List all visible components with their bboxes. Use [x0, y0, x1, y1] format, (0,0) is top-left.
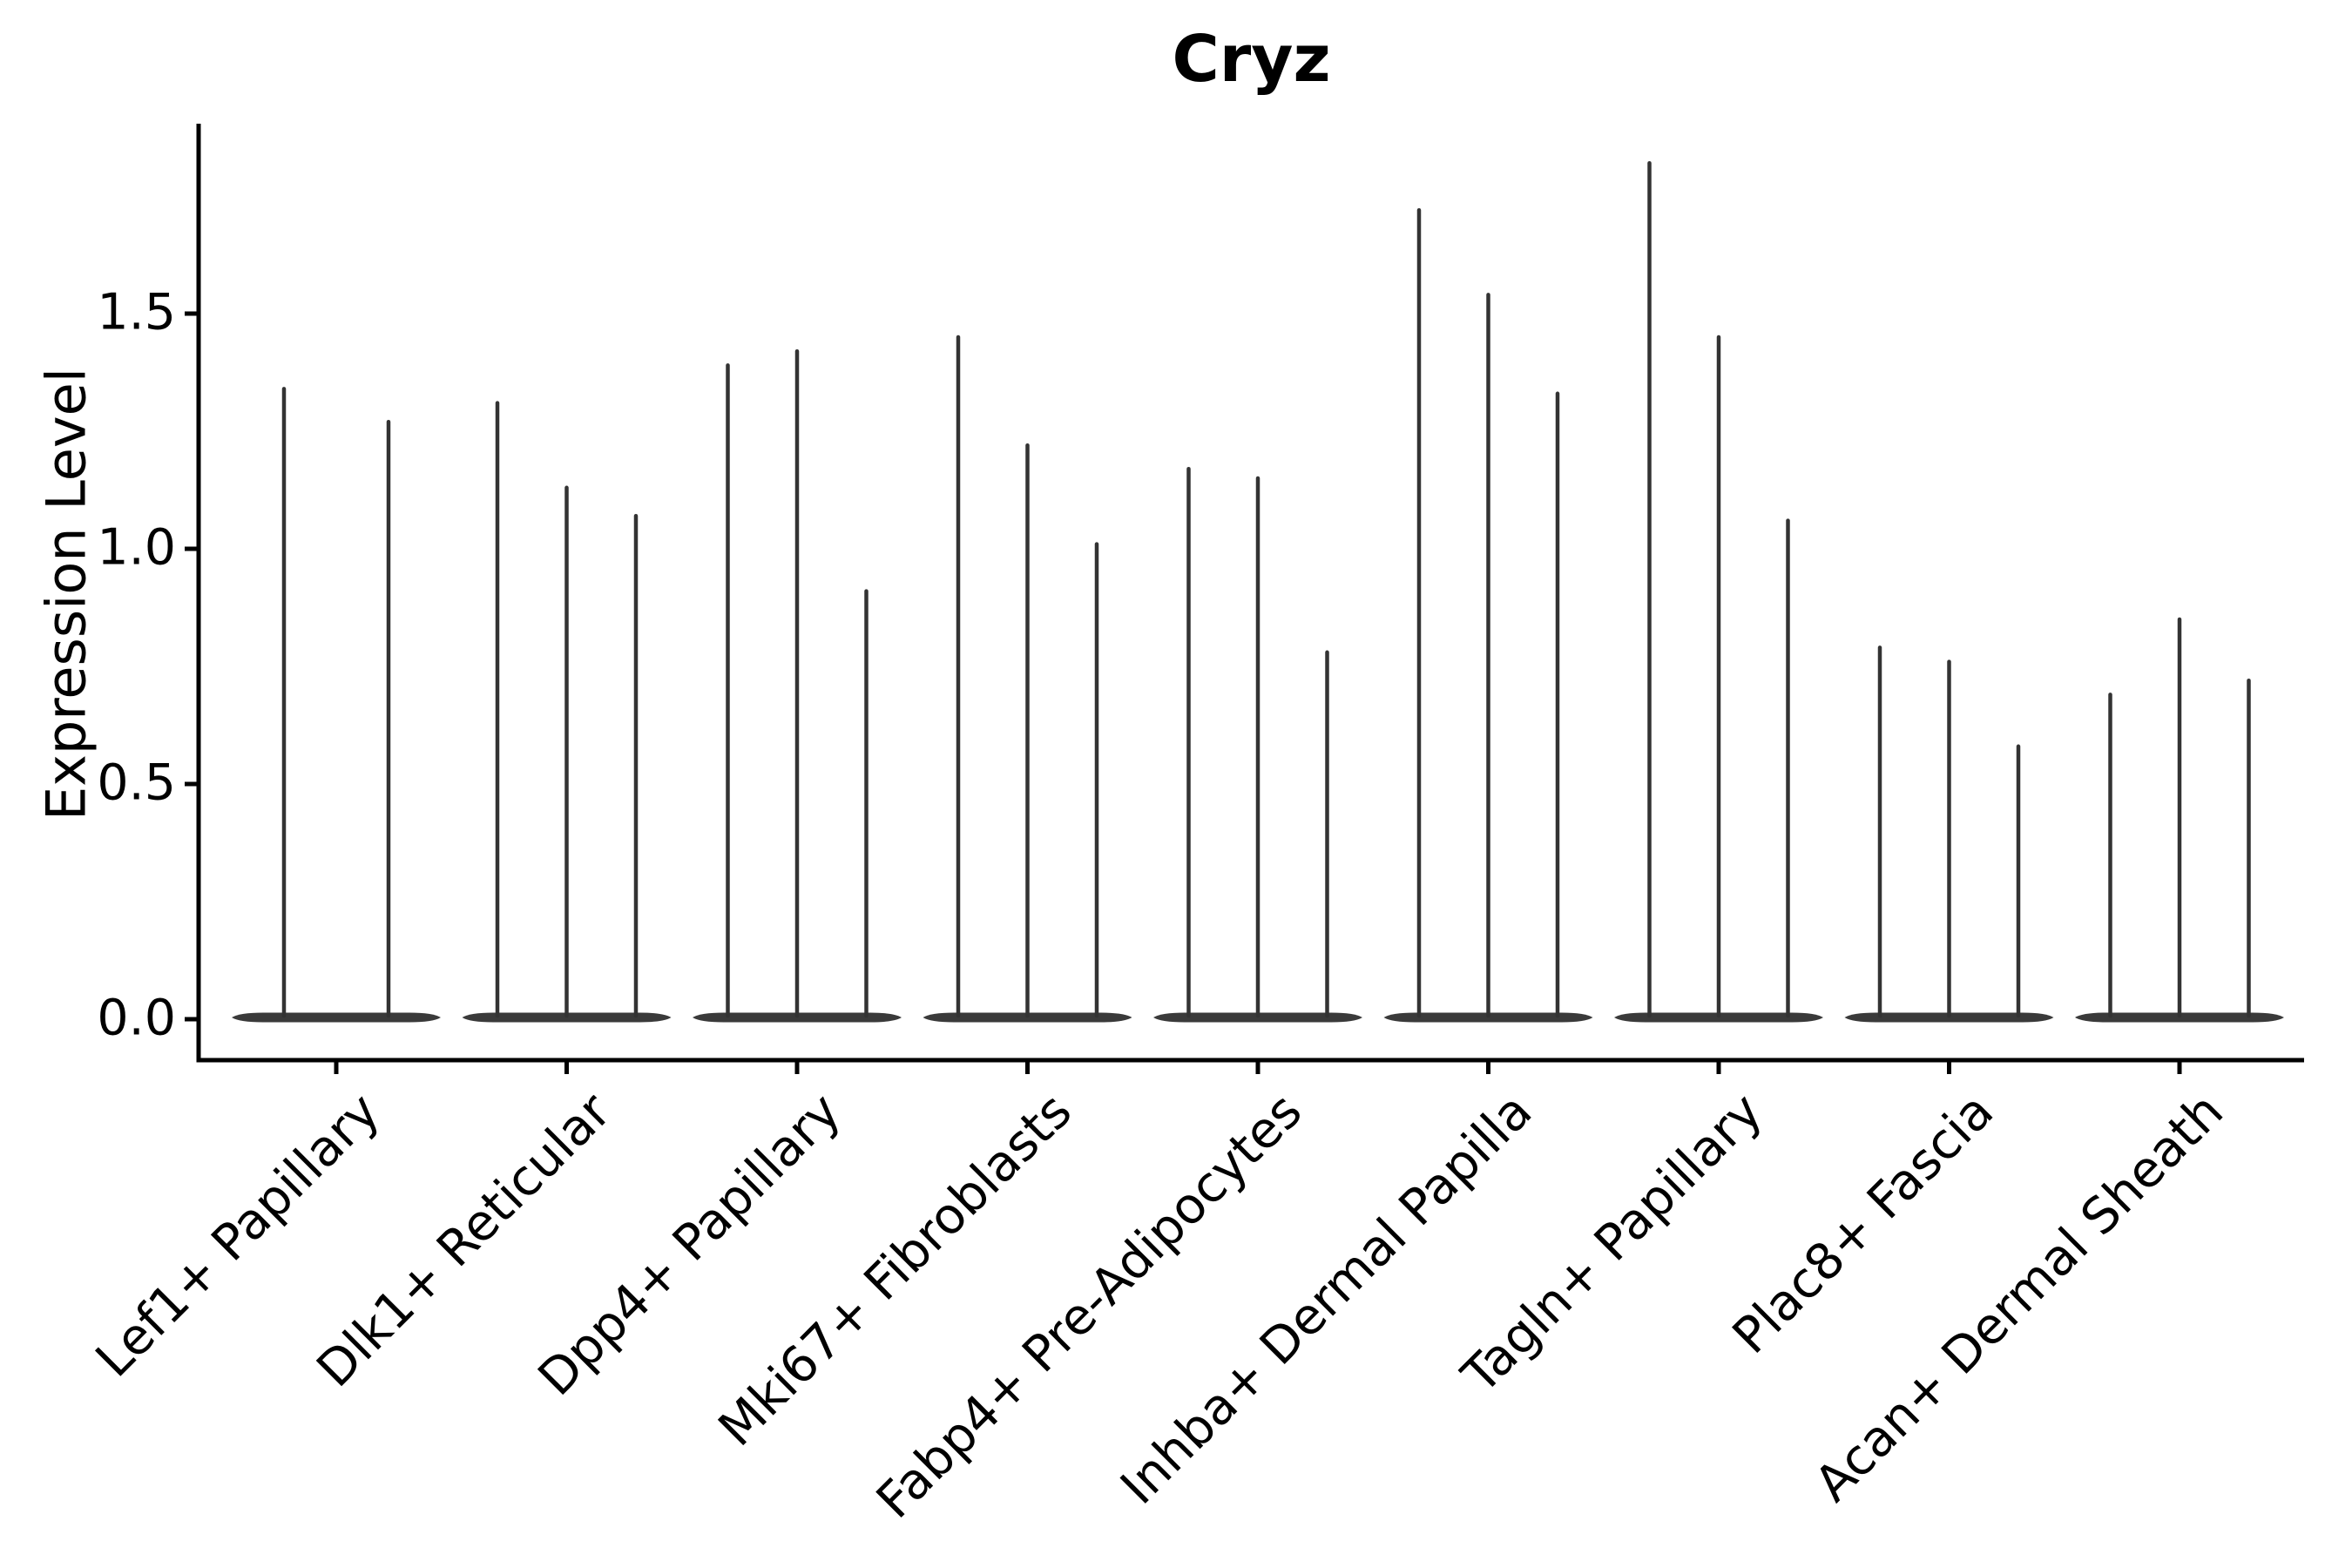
- axes-spines: [196, 124, 2304, 1063]
- y-tick-label: 0.5: [97, 754, 176, 812]
- violin-base: [232, 1012, 441, 1023]
- y-tick-label: 1.0: [97, 518, 176, 577]
- chart-title: Cryz: [1172, 22, 1331, 97]
- y-tick-label: 0.0: [97, 989, 176, 1047]
- y-tick-label: 1.5: [97, 283, 176, 341]
